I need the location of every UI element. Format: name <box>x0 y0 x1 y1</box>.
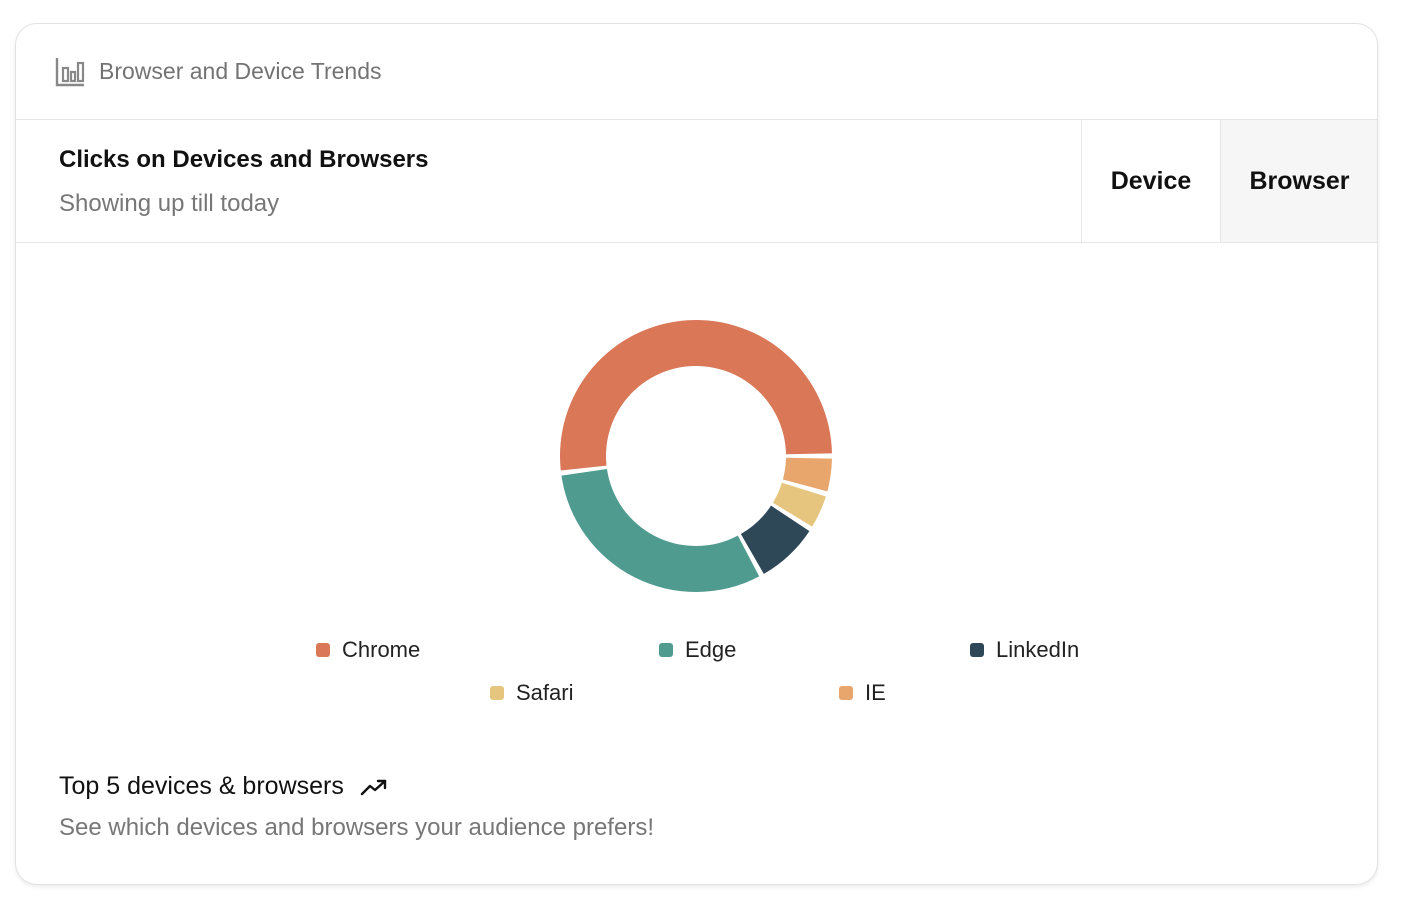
legend-swatch <box>490 686 504 700</box>
donut-slice-linkedin[interactable] <box>740 505 810 574</box>
chart-subheader: Clicks on Devices and Browsers Showing u… <box>16 120 1377 243</box>
legend-swatch <box>316 643 330 657</box>
legend-label: LinkedIn <box>996 637 1080 662</box>
donut-slice-chrome[interactable] <box>559 319 832 471</box>
legend-item-safari[interactable]: Safari <box>490 680 573 706</box>
legend-label: Chrome <box>342 637 421 662</box>
legend-swatch <box>839 686 853 700</box>
legend-label: Edge <box>685 637 737 662</box>
card-header: Browser and Device Trends <box>16 24 1377 120</box>
chart-subtitle: Showing up till today <box>59 190 280 217</box>
browser-device-card: Browser and Device Trends Clicks on Devi… <box>15 23 1378 885</box>
chart-heading: Clicks on Devices and Browsers <box>59 146 429 173</box>
legend-label: IE <box>865 680 886 705</box>
footer-subtitle: See which devices and browsers your audi… <box>59 814 654 841</box>
footer-title-text: Top 5 devices & browsers <box>59 772 344 800</box>
legend-swatch <box>970 643 984 657</box>
tab-browser[interactable]: Browser <box>1220 120 1377 242</box>
legend-label: Safari <box>516 680 574 705</box>
trending-up-icon <box>360 779 387 795</box>
tab-device[interactable]: Device <box>1081 120 1220 242</box>
legend-item-edge[interactable]: Edge <box>659 637 736 663</box>
donut-slice-edge[interactable] <box>561 468 760 592</box>
legend-item-linkedin[interactable]: LinkedIn <box>970 637 1079 663</box>
legend-swatch <box>659 643 673 657</box>
donut-slice-ie[interactable] <box>782 457 832 492</box>
legend-item-ie[interactable]: IE <box>839 680 886 706</box>
donut-slice-safari[interactable] <box>772 482 826 527</box>
card-title: Browser and Device Trends <box>99 58 382 84</box>
legend-item-chrome[interactable]: Chrome <box>316 637 420 663</box>
bar-chart-icon <box>55 58 85 87</box>
donut-chart <box>559 319 832 592</box>
footer-title: Top 5 devices & browsers <box>59 772 388 801</box>
